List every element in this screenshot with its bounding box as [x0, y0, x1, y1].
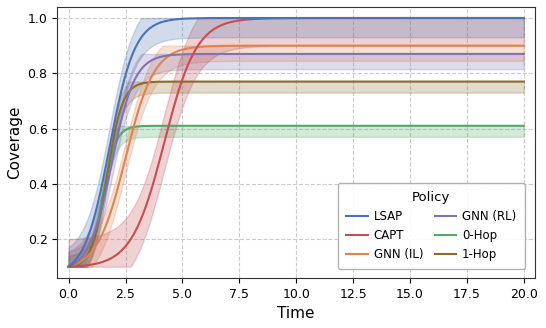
0-Hop — [66, 265, 72, 269]
0-Hop — [284, 124, 291, 128]
0-Hop — [511, 124, 517, 128]
1-Hop — [511, 80, 517, 84]
CAPT — [284, 16, 291, 20]
1-Hop — [282, 80, 288, 84]
LSAP — [66, 265, 72, 269]
0-Hop — [336, 124, 343, 128]
0-Hop — [282, 124, 288, 128]
Line: 0-Hop: 0-Hop — [69, 126, 524, 267]
Line: 1-Hop: 1-Hop — [69, 82, 524, 267]
LSAP — [312, 16, 318, 20]
CAPT — [336, 16, 343, 20]
CAPT — [312, 16, 318, 20]
CAPT — [438, 16, 445, 20]
1-Hop — [336, 80, 343, 84]
CAPT — [66, 265, 72, 269]
GNN (IL) — [520, 44, 527, 48]
0-Hop — [312, 124, 318, 128]
GNN (IL) — [312, 44, 318, 48]
LSAP — [509, 16, 516, 20]
Y-axis label: Coverage: Coverage — [7, 106, 22, 179]
1-Hop — [440, 80, 446, 84]
GNN (RL) — [509, 52, 516, 56]
LSAP — [284, 16, 291, 20]
GNN (IL) — [282, 44, 288, 48]
Line: CAPT: CAPT — [69, 18, 524, 267]
GNN (RL) — [514, 52, 521, 56]
0-Hop — [440, 124, 446, 128]
GNN (IL) — [438, 44, 445, 48]
GNN (IL) — [284, 44, 291, 48]
0-Hop — [520, 124, 527, 128]
LSAP — [282, 16, 288, 20]
GNN (RL) — [336, 52, 343, 56]
GNN (RL) — [312, 52, 318, 56]
CAPT — [509, 16, 516, 20]
GNN (RL) — [438, 52, 445, 56]
1-Hop — [66, 265, 72, 269]
GNN (RL) — [282, 52, 288, 56]
X-axis label: Time: Time — [277, 306, 315, 321]
1-Hop — [520, 80, 527, 84]
GNN (IL) — [509, 44, 516, 48]
GNN (RL) — [284, 52, 291, 56]
0-Hop — [339, 124, 346, 128]
Line: GNN (IL): GNN (IL) — [69, 46, 524, 267]
LSAP — [438, 16, 445, 20]
GNN (IL) — [66, 265, 72, 269]
CAPT — [520, 16, 527, 20]
GNN (IL) — [336, 44, 343, 48]
LSAP — [520, 16, 527, 20]
1-Hop — [312, 80, 318, 84]
Line: GNN (RL): GNN (RL) — [69, 54, 524, 267]
GNN (RL) — [66, 265, 72, 269]
LSAP — [336, 16, 343, 20]
CAPT — [282, 16, 288, 20]
GNN (RL) — [520, 52, 527, 56]
1-Hop — [284, 80, 291, 84]
Line: LSAP: LSAP — [69, 18, 524, 267]
1-Hop — [383, 80, 389, 84]
Legend: LSAP, CAPT, GNN (IL), GNN (RL), 0-Hop, 1-Hop: LSAP, CAPT, GNN (IL), GNN (RL), 0-Hop, 1… — [338, 183, 525, 269]
